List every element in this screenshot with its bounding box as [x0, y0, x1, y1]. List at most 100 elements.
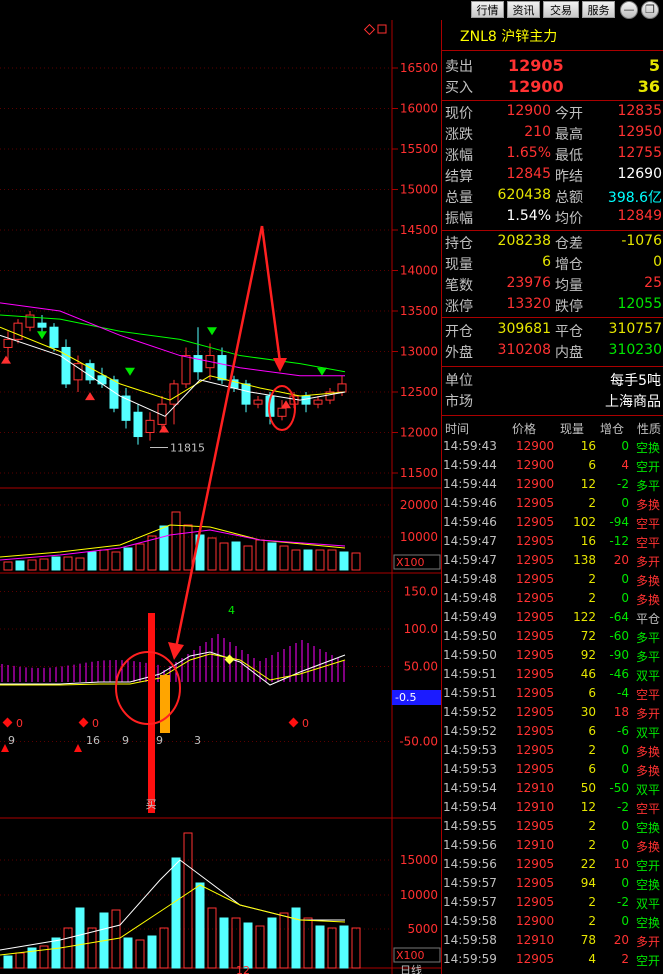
candle-body: [325, 391, 335, 401]
minimize-icon[interactable]: —: [620, 1, 638, 19]
tick-oi-change: -64: [609, 610, 629, 624]
tick-volume: 2: [588, 496, 596, 510]
tick-price: 12905: [516, 629, 555, 643]
tick-volume: 2: [588, 591, 596, 605]
tick-oi-change: 0: [621, 838, 629, 852]
tab-trade[interactable]: 交易: [543, 1, 579, 18]
oi-bar: [87, 927, 97, 969]
kline-chart[interactable]: 1650016000155001500014500140001350013000…: [0, 20, 441, 974]
ma-line-mid: [0, 302, 345, 377]
stat-label: 结算: [445, 169, 473, 185]
price-axis-label: 16000: [400, 102, 438, 116]
tick-time: 14:59:46: [443, 515, 497, 529]
buy-label: 买: [146, 798, 157, 811]
volume-bar: [3, 561, 13, 571]
candle-body: [145, 419, 155, 434]
oi-axis-label: 10000: [400, 888, 438, 902]
buy-volume: 36: [637, 77, 660, 96]
tab-news[interactable]: 资讯: [507, 1, 540, 18]
stat-value: 13320: [506, 296, 551, 312]
info-label: 市场: [445, 394, 473, 410]
down-arrow-icon: [125, 367, 135, 376]
tick-oi-change: 2: [621, 952, 629, 966]
tick-volume: 12: [580, 800, 596, 814]
oi-bar: [51, 937, 61, 969]
price-axis-label: 13500: [400, 304, 438, 318]
volume-unit-label: X100: [396, 556, 425, 569]
price-axis-label: 15000: [400, 183, 438, 197]
tab-service[interactable]: 服务: [582, 1, 615, 18]
oi-bar: [255, 925, 265, 969]
tick-price: 12905: [516, 534, 555, 548]
volume-bar: [15, 560, 25, 571]
oi-bar: [135, 939, 145, 969]
tick-volume: 46: [580, 667, 596, 681]
stat-label: 总额: [555, 190, 583, 206]
tick-oi-change: -46: [609, 667, 629, 681]
stat-row: 笔数 23976 均量 25: [442, 275, 663, 296]
tick-time: 14:59:55: [443, 819, 497, 833]
stat-value: 12755: [617, 145, 662, 161]
tick-time: 14:59:48: [443, 591, 497, 605]
volume-bar: [351, 552, 361, 571]
stat-label: 现量: [445, 257, 473, 273]
volume-bar: [339, 551, 349, 571]
tick-oi-change: 20: [613, 553, 629, 567]
tick-time: 14:59:52: [443, 705, 497, 719]
tick-row: 14:59:58 12900 2 0 空换: [442, 914, 663, 933]
tick-volume: 50: [580, 781, 596, 795]
tick-time: 14:59:54: [443, 781, 497, 795]
volume-bar: [123, 547, 133, 571]
tick-price: 12905: [516, 743, 555, 757]
stat-value: 6: [542, 254, 551, 270]
tick-row: 14:59:51 12905 6 -4 空平: [442, 686, 663, 705]
up-arrow-icon: [281, 400, 291, 409]
volume-bar: [267, 542, 277, 571]
candle-body: [301, 395, 311, 405]
macd-marker-label: 4: [228, 604, 235, 617]
tick-row: 14:59:47 12905 16 -12 空平: [442, 534, 663, 553]
stat-label: 均量: [555, 278, 583, 294]
tick-nature: 空平: [636, 802, 661, 816]
tick-nature: 双平: [636, 897, 661, 911]
info-value: 上海商品: [605, 394, 661, 410]
stat-label: 笔数: [445, 278, 473, 294]
signal-up-icon: [1, 744, 9, 752]
tick-price: 12900: [516, 914, 555, 928]
orderbook-sell: 卖出 12905 5: [442, 56, 663, 77]
stat-row: 总量 620438 总额 398.6亿: [442, 187, 663, 208]
stat-label: 最高: [555, 127, 583, 143]
tick-price: 12910: [516, 933, 555, 947]
volume-bar: [171, 511, 181, 571]
oi-bar: [159, 927, 169, 969]
tick-nature: 多换: [636, 745, 661, 759]
tick-price: 12905: [516, 857, 555, 871]
restore-icon[interactable]: ❐: [641, 1, 659, 19]
tick-volume: 12: [580, 477, 596, 491]
volume-bar: [219, 542, 229, 571]
oi-bar: [63, 927, 73, 969]
tick-time: 14:59:56: [443, 857, 497, 871]
tab-market[interactable]: 行情: [471, 1, 504, 18]
tick-nature: 多换: [636, 593, 661, 607]
tick-volume: 122: [573, 610, 596, 624]
tick-oi-change: 0: [621, 572, 629, 586]
signal-label: 0: [16, 717, 23, 730]
signal-diamond-icon: [2, 717, 13, 728]
price-axis-label: 13000: [400, 345, 438, 359]
stat-label: 振幅: [445, 211, 473, 227]
oi-axis-label: 5000: [407, 922, 438, 936]
tick-time: 14:59:54: [443, 800, 497, 814]
signal-count-label: 16: [86, 734, 100, 747]
tick-row: 14:59:48 12905 2 0 多换: [442, 591, 663, 610]
candle-body: [253, 399, 263, 405]
stat-value: 12950: [617, 124, 662, 140]
tick-row: 14:59:50 12905 92 -90 多平: [442, 648, 663, 667]
tick-volume: 6: [588, 458, 596, 472]
stat-value: 12900: [506, 103, 551, 119]
stat-value: -1076: [621, 233, 662, 249]
tick-oi-change: -2: [617, 895, 629, 909]
oi-bar: [303, 917, 313, 969]
tick-nature: 多平: [636, 650, 661, 664]
stat-row: 涨停 13320 跌停 12055: [442, 296, 663, 317]
